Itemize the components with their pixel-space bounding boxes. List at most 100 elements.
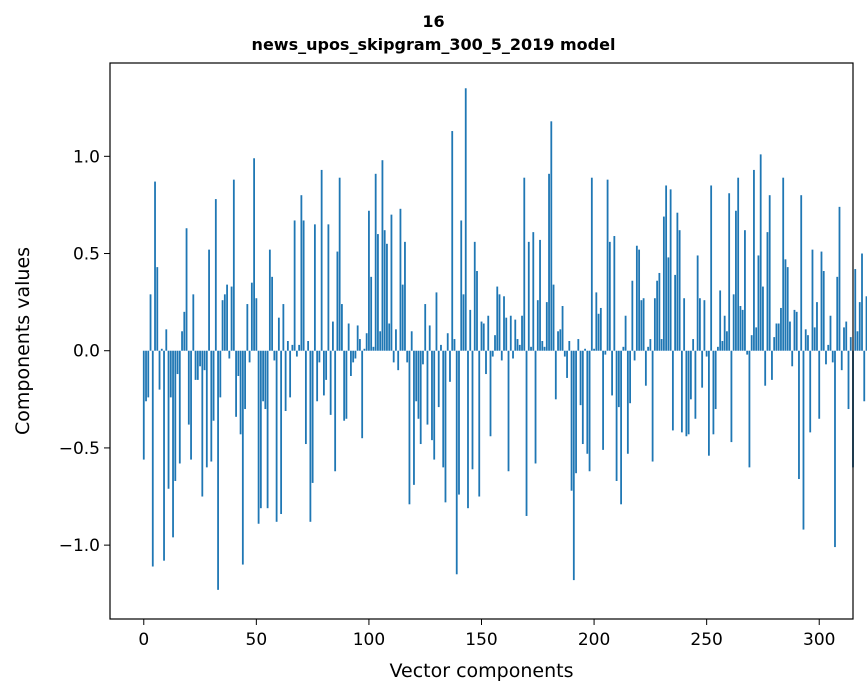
bar-305: [829, 315, 832, 351]
y-tick-label: 1.0: [73, 147, 100, 167]
bar-281: [775, 323, 778, 351]
bar-70: [300, 195, 303, 351]
bar-79: [320, 169, 323, 351]
bar-137: [451, 131, 454, 351]
bar-312: [845, 321, 848, 351]
bar-262: [732, 294, 735, 351]
bar-56: [268, 249, 271, 351]
bar-62: [282, 304, 285, 351]
bar-265: [739, 306, 742, 351]
bar-209: [613, 236, 616, 351]
bar-115: [401, 284, 404, 351]
bar-174: [534, 350, 537, 464]
bar-143: [464, 88, 467, 351]
bar-49: [253, 158, 255, 351]
bar-10: [165, 329, 168, 351]
bar-109: [388, 323, 391, 351]
bar-241: [685, 350, 688, 437]
bar-203: [599, 307, 602, 351]
bar-22: [192, 294, 195, 351]
bar-117: [406, 350, 409, 363]
bar-220: [638, 249, 641, 351]
bar-269: [748, 350, 751, 468]
bar-257: [721, 341, 724, 351]
bar-321: [865, 296, 867, 351]
bar-308: [836, 276, 839, 351]
bar-157: [496, 286, 499, 351]
bar-237: [676, 212, 679, 351]
bar-21: [190, 350, 192, 460]
bar-181: [550, 121, 553, 351]
bar-101: [370, 276, 373, 351]
bar-166: [516, 339, 519, 351]
bar-271: [753, 169, 755, 351]
bar-288: [791, 350, 794, 367]
bar-95: [356, 325, 359, 351]
bar-299: [816, 302, 818, 351]
bar-78: [318, 350, 321, 363]
bar-311: [843, 327, 845, 351]
bar-291: [798, 350, 800, 480]
bar-151: [482, 323, 485, 351]
bar-205: [604, 350, 607, 355]
bar-16: [178, 350, 181, 464]
bar-235: [671, 350, 674, 431]
bar-88: [341, 304, 343, 351]
bar-53: [262, 350, 265, 402]
bar-58: [273, 350, 276, 361]
bar-27: [203, 350, 206, 371]
bar-283: [780, 307, 782, 351]
bar-302: [822, 271, 825, 351]
bar-155: [491, 350, 494, 357]
bar-38: [228, 350, 231, 359]
bar-214: [624, 315, 627, 351]
bar-160: [503, 296, 505, 351]
bar-99: [365, 333, 368, 351]
bar-34: [219, 350, 222, 398]
bar-282: [777, 323, 780, 351]
bar-197: [586, 350, 589, 454]
bar-177: [541, 341, 544, 351]
bar-319: [861, 253, 863, 351]
bar-134: [444, 350, 447, 503]
bar-146: [471, 350, 474, 470]
bar-206: [606, 179, 609, 351]
bar-221: [640, 300, 643, 351]
bar-256: [719, 290, 722, 351]
bar-86: [336, 251, 339, 351]
bar-245: [694, 350, 697, 419]
bar-1: [145, 350, 147, 402]
chart-subtitle: news_upos_skipgram_300_5_2019 model: [251, 35, 616, 54]
bar-7: [158, 350, 161, 390]
x-tick-label: 100: [353, 630, 385, 650]
bar-4: [151, 350, 154, 567]
bar-130: [435, 292, 438, 351]
bar-57: [271, 276, 274, 351]
bar-5: [154, 181, 156, 351]
bar-234: [669, 189, 672, 351]
bar-131: [437, 350, 440, 408]
bar-64: [286, 341, 289, 351]
bar-190: [570, 350, 573, 491]
bar-138: [453, 339, 456, 351]
bar-320: [863, 350, 866, 402]
bar-263: [735, 210, 737, 351]
bar-85: [334, 350, 337, 472]
bar-187: [563, 350, 566, 357]
bar-252: [710, 185, 713, 351]
bar-162: [507, 350, 510, 472]
bar-15: [176, 350, 179, 375]
bar-248: [701, 350, 704, 388]
bar-82: [327, 224, 330, 351]
bar-11: [167, 350, 170, 489]
bar-84: [331, 321, 334, 351]
bar-48: [250, 282, 253, 351]
bar-6: [156, 267, 159, 351]
bar-81: [325, 350, 328, 380]
bar-55: [266, 350, 269, 509]
bar-277: [766, 232, 769, 351]
bar-272: [755, 327, 758, 351]
bar-154: [489, 350, 492, 437]
bar-289: [793, 309, 796, 351]
